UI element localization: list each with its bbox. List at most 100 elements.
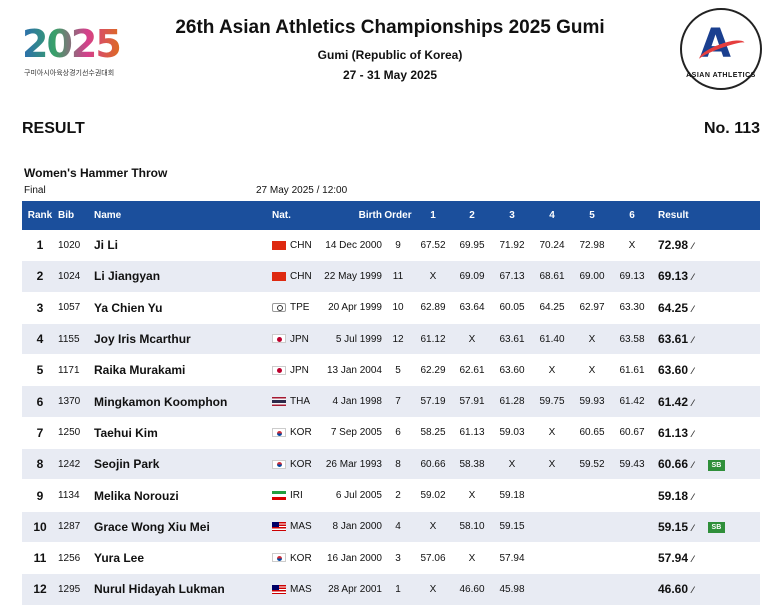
table-row: 10 1287 Grace Wong Xiu Mei MAS 8 Jan 2000 4 X 5… — [22, 511, 760, 543]
nation-cell: KOR — [272, 417, 320, 450]
result-cell: 60.66 ⁄ SB — [652, 448, 760, 481]
event-datetime: 27 May 2025 / 12:00 — [256, 185, 348, 196]
flag-tpe-icon — [272, 303, 286, 313]
table-row: 1 1020 Ji Li CHN 14 Dec 2000 9 67.52 69.95 71.92… — [22, 230, 760, 262]
rank-cell: 3 — [22, 292, 58, 324]
nation-cell: KOR — [272, 542, 320, 575]
result-cell: 63.60 ⁄ — [652, 354, 760, 387]
logo-ring-text: ASIAN ATHLETICS — [686, 72, 756, 79]
bib-cell: 1024 — [58, 260, 92, 293]
attempt-3: 59.03 — [492, 417, 532, 450]
nation-code: KOR — [290, 458, 312, 470]
col-header-attempt-2: 2 — [452, 201, 492, 230]
check-mark-icon: ⁄ — [692, 272, 694, 283]
athlete-name: Grace Wong Xiu Mei — [92, 511, 272, 543]
result-cell: 69.13 ⁄ — [652, 260, 760, 293]
birth-cell: 8 Jan 2000 — [320, 511, 382, 543]
nation-code: CHN — [290, 270, 312, 282]
table-row: 5 1171 Raika Murakami JPN 13 Jan 2004 5 62.29 6… — [22, 354, 760, 387]
attempt-3: 59.15 — [492, 511, 532, 543]
athlete-name: Melika Norouzi — [92, 479, 272, 512]
attempt-5 — [572, 573, 612, 606]
attempt-1: 67.52 — [414, 230, 452, 262]
attempt-5: 60.65 — [572, 417, 612, 450]
birth-cell: 26 Mar 1993 — [320, 448, 382, 481]
nation-code: CHN — [290, 239, 312, 251]
nation-code: KOR — [290, 552, 312, 564]
attempt-3: X — [492, 448, 532, 481]
attempt-1: 59.02 — [414, 479, 452, 512]
result-value: 59.18 — [658, 488, 689, 503]
check-mark-icon: ⁄ — [692, 491, 694, 502]
order-cell: 3 — [382, 542, 414, 575]
result-value: 57.94 — [658, 551, 689, 566]
bib-cell: 1057 — [58, 292, 92, 324]
logo-letter: A — [700, 21, 731, 67]
nation-code: JPN — [290, 333, 309, 345]
rank-cell: 5 — [22, 354, 58, 387]
season-best-badge: SB — [707, 459, 726, 471]
nation-code: MAS — [290, 583, 312, 595]
attempt-2: 69.95 — [452, 230, 492, 262]
birth-cell: 13 Jan 2004 — [320, 354, 382, 387]
attempt-2: 69.09 — [452, 260, 492, 293]
event-round: Final — [24, 185, 46, 196]
nation-code: KOR — [290, 427, 312, 439]
athlete-name: Joy Iris Mcarthur — [92, 323, 272, 356]
bib-cell: 1250 — [58, 417, 92, 450]
birth-cell: 6 Jul 2005 — [320, 479, 382, 512]
attempt-2: X — [452, 542, 492, 575]
birth-cell: 20 Apr 1999 — [320, 292, 382, 324]
nation-code: IRI — [290, 490, 303, 502]
result-cell: 61.42 ⁄ — [652, 385, 760, 418]
bib-cell: 1370 — [58, 385, 92, 418]
attempt-4 — [532, 542, 572, 575]
birth-cell: 14 Dec 2000 — [320, 230, 382, 262]
attempt-5 — [572, 511, 612, 543]
col-header-bib: Bib — [58, 201, 92, 230]
attempt-4 — [532, 573, 572, 606]
attempt-5: 69.00 — [572, 260, 612, 293]
athlete-name: Mingkamon Koomphon — [92, 385, 272, 418]
nation-cell: CHN — [272, 260, 320, 293]
athlete-name: Taehui Kim — [92, 417, 272, 450]
event-name: Women's Hammer Throw — [24, 166, 168, 180]
table-header-row: Rank Bib Name Nat. Birth Order 1 2 3 4 5… — [22, 201, 760, 230]
attempt-4: 68.61 — [532, 260, 572, 293]
rank-cell: 12 — [22, 573, 58, 606]
attempt-3: 67.13 — [492, 260, 532, 293]
attempt-3: 71.92 — [492, 230, 532, 262]
attempt-4: X — [532, 448, 572, 481]
check-mark-icon: ⁄ — [692, 335, 694, 346]
flag-chn-icon — [272, 271, 286, 281]
col-header-attempt-3: 3 — [492, 201, 532, 230]
bib-cell: 1155 — [58, 323, 92, 356]
attempt-6: 61.61 — [612, 354, 652, 387]
attempt-3: 57.94 — [492, 542, 532, 575]
nation-code: JPN — [290, 364, 309, 376]
nation-cell: MAS — [272, 573, 320, 606]
result-cell: 59.18 ⁄ — [652, 479, 760, 512]
attempt-6: 63.58 — [612, 323, 652, 356]
result-cell: 72.98 ⁄ — [652, 230, 760, 262]
result-cell: 59.15 ⁄ SB — [652, 511, 760, 543]
nation-code: TPE — [290, 302, 310, 314]
col-header-name: Name — [92, 201, 272, 230]
nation-cell: THA — [272, 385, 320, 418]
attempt-6 — [612, 542, 652, 575]
attempt-6: 59.43 — [612, 448, 652, 481]
nation-cell: JPN — [272, 354, 320, 387]
athlete-name: Ya Chien Yu — [92, 292, 272, 324]
result-cell: 63.61 ⁄ — [652, 323, 760, 356]
attempt-5 — [572, 542, 612, 575]
table-row: 9 1134 Melika Norouzi IRI 6 Jul 2005 2 59.02 X 5… — [22, 479, 760, 512]
birth-cell: 4 Jan 1998 — [320, 385, 382, 418]
result-value: 59.15 — [658, 519, 689, 534]
attempt-6: 69.13 — [612, 260, 652, 293]
result-heading: RESULT — [22, 120, 85, 137]
order-cell: 9 — [382, 230, 414, 262]
attempt-2: 46.60 — [452, 573, 492, 606]
attempt-3: 63.61 — [492, 323, 532, 356]
result-number: No. 113 — [703, 120, 760, 137]
flag-tha-icon — [272, 396, 286, 406]
